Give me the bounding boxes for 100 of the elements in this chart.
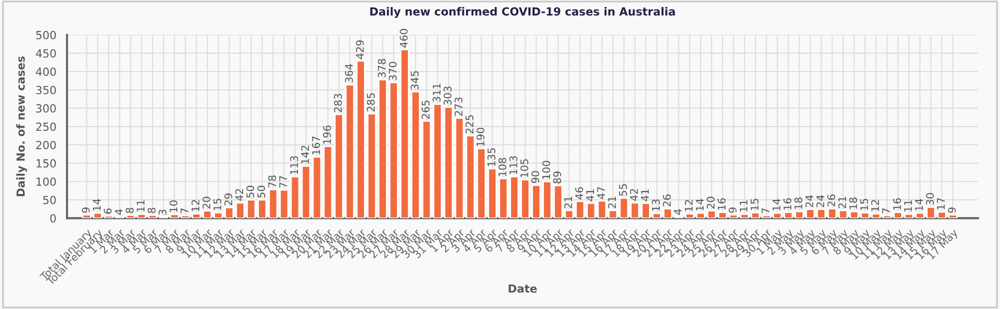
bar	[750, 212, 760, 218]
data-label: 55	[619, 184, 627, 196]
data-label: 135	[487, 148, 496, 166]
y-tick-label: 500	[36, 30, 56, 40]
data-label: 15	[750, 198, 758, 210]
data-label: 429	[356, 40, 364, 59]
data-label: 167	[312, 136, 320, 154]
data-label: 8	[126, 208, 134, 214]
bar	[312, 156, 322, 218]
data-label: 9	[948, 207, 956, 213]
bar	[904, 213, 914, 218]
bar	[893, 212, 903, 218]
data-label: 20	[706, 196, 715, 209]
data-label: 29	[224, 194, 232, 206]
data-label: 196	[323, 126, 331, 144]
data-label: 6	[104, 208, 112, 214]
data-label: 46	[575, 187, 584, 200]
y-tick-label: 400	[36, 68, 56, 76]
data-label: 21	[838, 196, 846, 208]
y-tick-label: 450	[36, 49, 56, 58]
data-label: 285	[366, 93, 375, 112]
data-label: 283	[334, 94, 342, 112]
bar	[290, 176, 300, 218]
data-label: 370	[388, 62, 397, 80]
bar	[301, 165, 311, 218]
data-label: 100	[542, 160, 550, 179]
data-label: 113	[509, 156, 518, 174]
bar	[136, 213, 146, 218]
y-tick-label: 300	[36, 104, 56, 113]
data-label: 14	[915, 198, 923, 210]
data-label: 24	[816, 195, 824, 208]
data-label: 303	[444, 86, 452, 105]
data-label: 14	[92, 198, 101, 210]
bar	[882, 214, 892, 218]
data-label: 9	[728, 207, 737, 213]
bar	[432, 103, 442, 218]
data-label: 11	[136, 200, 144, 212]
data-label: 16	[893, 198, 901, 210]
data-label: 90	[531, 171, 540, 184]
data-label: 273	[454, 98, 462, 116]
data-label: 14	[696, 198, 704, 210]
data-label: 47	[597, 187, 605, 199]
y-tick-label: 100	[36, 177, 56, 186]
data-label: 21	[608, 196, 616, 208]
data-label: 8	[148, 208, 156, 214]
data-label: 26	[662, 194, 671, 206]
data-label: 78	[268, 176, 276, 188]
x-axis-title: Date	[508, 284, 537, 293]
bar	[718, 212, 728, 218]
chart-title: Daily new confirmed COVID-19 cases in Australia	[370, 7, 675, 18]
data-label: 13	[652, 200, 660, 211]
data-label: 42	[630, 189, 638, 201]
data-label: 225	[466, 115, 474, 134]
data-label: 41	[641, 189, 649, 202]
data-label: 4	[114, 209, 122, 215]
data-label: 113	[290, 156, 298, 174]
data-label: 15	[214, 198, 222, 210]
y-tick-label: 0	[50, 214, 56, 223]
data-label: 18	[794, 198, 802, 209]
y-axis-title: Daily No. of new cases	[16, 56, 28, 196]
y-tick-label: 200	[36, 140, 56, 150]
bar	[608, 210, 618, 218]
data-label: 14	[772, 198, 780, 210]
data-label: 41	[586, 189, 594, 202]
bar	[454, 117, 464, 218]
data-label: 12	[871, 200, 879, 212]
data-label: 105	[520, 159, 528, 178]
data-label: 89	[553, 172, 562, 184]
bar	[597, 200, 607, 218]
y-tick-label: 250	[36, 122, 56, 131]
data-label: 12	[684, 200, 693, 212]
data-label: 378	[378, 58, 386, 78]
data-label: 26	[827, 194, 836, 206]
bar	[740, 213, 750, 218]
data-label: 9	[82, 207, 90, 213]
data-label: 17	[937, 198, 945, 210]
bar	[444, 106, 454, 218]
bar	[148, 214, 158, 218]
bar	[586, 202, 596, 218]
data-label: 24	[805, 195, 814, 208]
data-label: 11	[740, 200, 748, 212]
data-label: 77	[279, 176, 287, 188]
bar	[279, 189, 289, 218]
bar	[728, 214, 738, 218]
data-label: 7	[882, 208, 890, 214]
y-tick-label: 150	[36, 159, 56, 168]
data-label: 11	[904, 200, 912, 212]
data-label: 10	[170, 200, 178, 212]
data-label: 108	[498, 158, 506, 176]
data-label: 460	[400, 28, 408, 48]
data-label: 190	[476, 128, 484, 146]
data-label: 12	[192, 200, 200, 212]
data-label: 50	[257, 186, 266, 198]
data-label: 42	[235, 189, 244, 201]
data-label: 345	[410, 71, 419, 90]
data-label: 18	[849, 198, 858, 209]
data-label: 4	[674, 209, 682, 215]
data-label: 30	[926, 193, 934, 205]
data-label: 142	[301, 146, 309, 164]
data-label: 364	[344, 64, 353, 82]
